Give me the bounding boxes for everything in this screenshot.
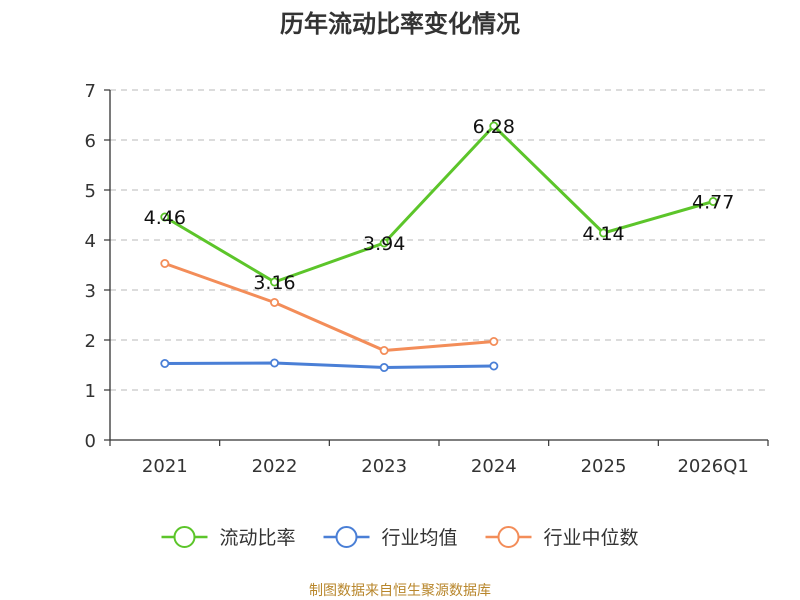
legend: 流动比率 行业均值 行业中位数: [161, 526, 639, 549]
series-0-point: [160, 212, 170, 222]
series-2-point: [379, 345, 389, 355]
axes: [104, 89, 769, 446]
series-0-point: [269, 277, 279, 287]
x-tick-label-2025: 2025: [581, 456, 627, 477]
series-0-point: [599, 228, 609, 238]
y-tick-label: 0: [85, 431, 96, 452]
legend-swatch-marker: [335, 526, 358, 548]
legend-item-0[interactable]: 流动比率: [161, 526, 296, 549]
series-0-data-label: 4.77: [692, 192, 734, 214]
series-0-data-label: 4.46: [144, 207, 186, 229]
legend-swatch-marker: [497, 526, 520, 548]
series-0-data-label: 4.14: [582, 223, 624, 245]
legend-item-1[interactable]: 行业均值: [323, 526, 458, 549]
series-2-point: [489, 336, 499, 346]
series-2-point: [269, 297, 279, 307]
x-tick-label-2024: 2024: [471, 456, 517, 477]
series-2-point: [160, 258, 170, 268]
legend-label: 流动比率: [220, 527, 296, 549]
series-0-data-label: 6.28: [473, 116, 515, 138]
source-note: 制图数据来自恒生聚源数据库: [309, 583, 491, 599]
series-1-point: [379, 362, 389, 372]
y-tick-label: 6: [85, 131, 96, 152]
x-tick-label-2026Q1: 2026Q1: [677, 456, 748, 477]
series-1-point: [489, 361, 499, 371]
series-0-point: [379, 238, 389, 248]
legend-label: 行业中位数: [544, 527, 639, 549]
y-tick-labels: 0 1 2 3 4 5 6 7: [85, 81, 96, 452]
y-tick-label: 4: [85, 231, 96, 252]
series-1-point: [160, 358, 170, 368]
series-1-line: [163, 361, 496, 369]
series-1-point: [269, 358, 279, 368]
series-group: 4.46 3.16 3.94 6.28 4.14 4.77: [144, 116, 734, 372]
x-tick-label-2022: 2022: [252, 456, 298, 477]
x-tick-label-2021: 2021: [142, 456, 188, 477]
y-tick-label: 3: [85, 281, 96, 302]
series-2-line: [163, 262, 496, 352]
legend-label: 行业均值: [382, 527, 458, 549]
series-0-point: [708, 196, 718, 206]
series-0-point: [489, 121, 499, 131]
y-tick-label: 7: [85, 81, 96, 102]
y-tick-label: 2: [85, 331, 96, 352]
series-0-data-label: 3.94: [363, 233, 405, 255]
y-tick-label: 5: [85, 181, 96, 202]
x-tick-label-2023: 2023: [361, 456, 407, 477]
x-tick-labels: 2021 2022 2023 2024 2025 2026Q1: [142, 456, 749, 477]
y-tick-label: 1: [85, 381, 96, 402]
series-0-line: [163, 124, 715, 284]
legend-swatch-marker: [173, 526, 196, 548]
legend-item-2[interactable]: 行业中位数: [485, 526, 639, 549]
series-0-data-label: 3.16: [253, 272, 295, 294]
chart-title: 历年流动比率变化情况: [280, 10, 520, 38]
